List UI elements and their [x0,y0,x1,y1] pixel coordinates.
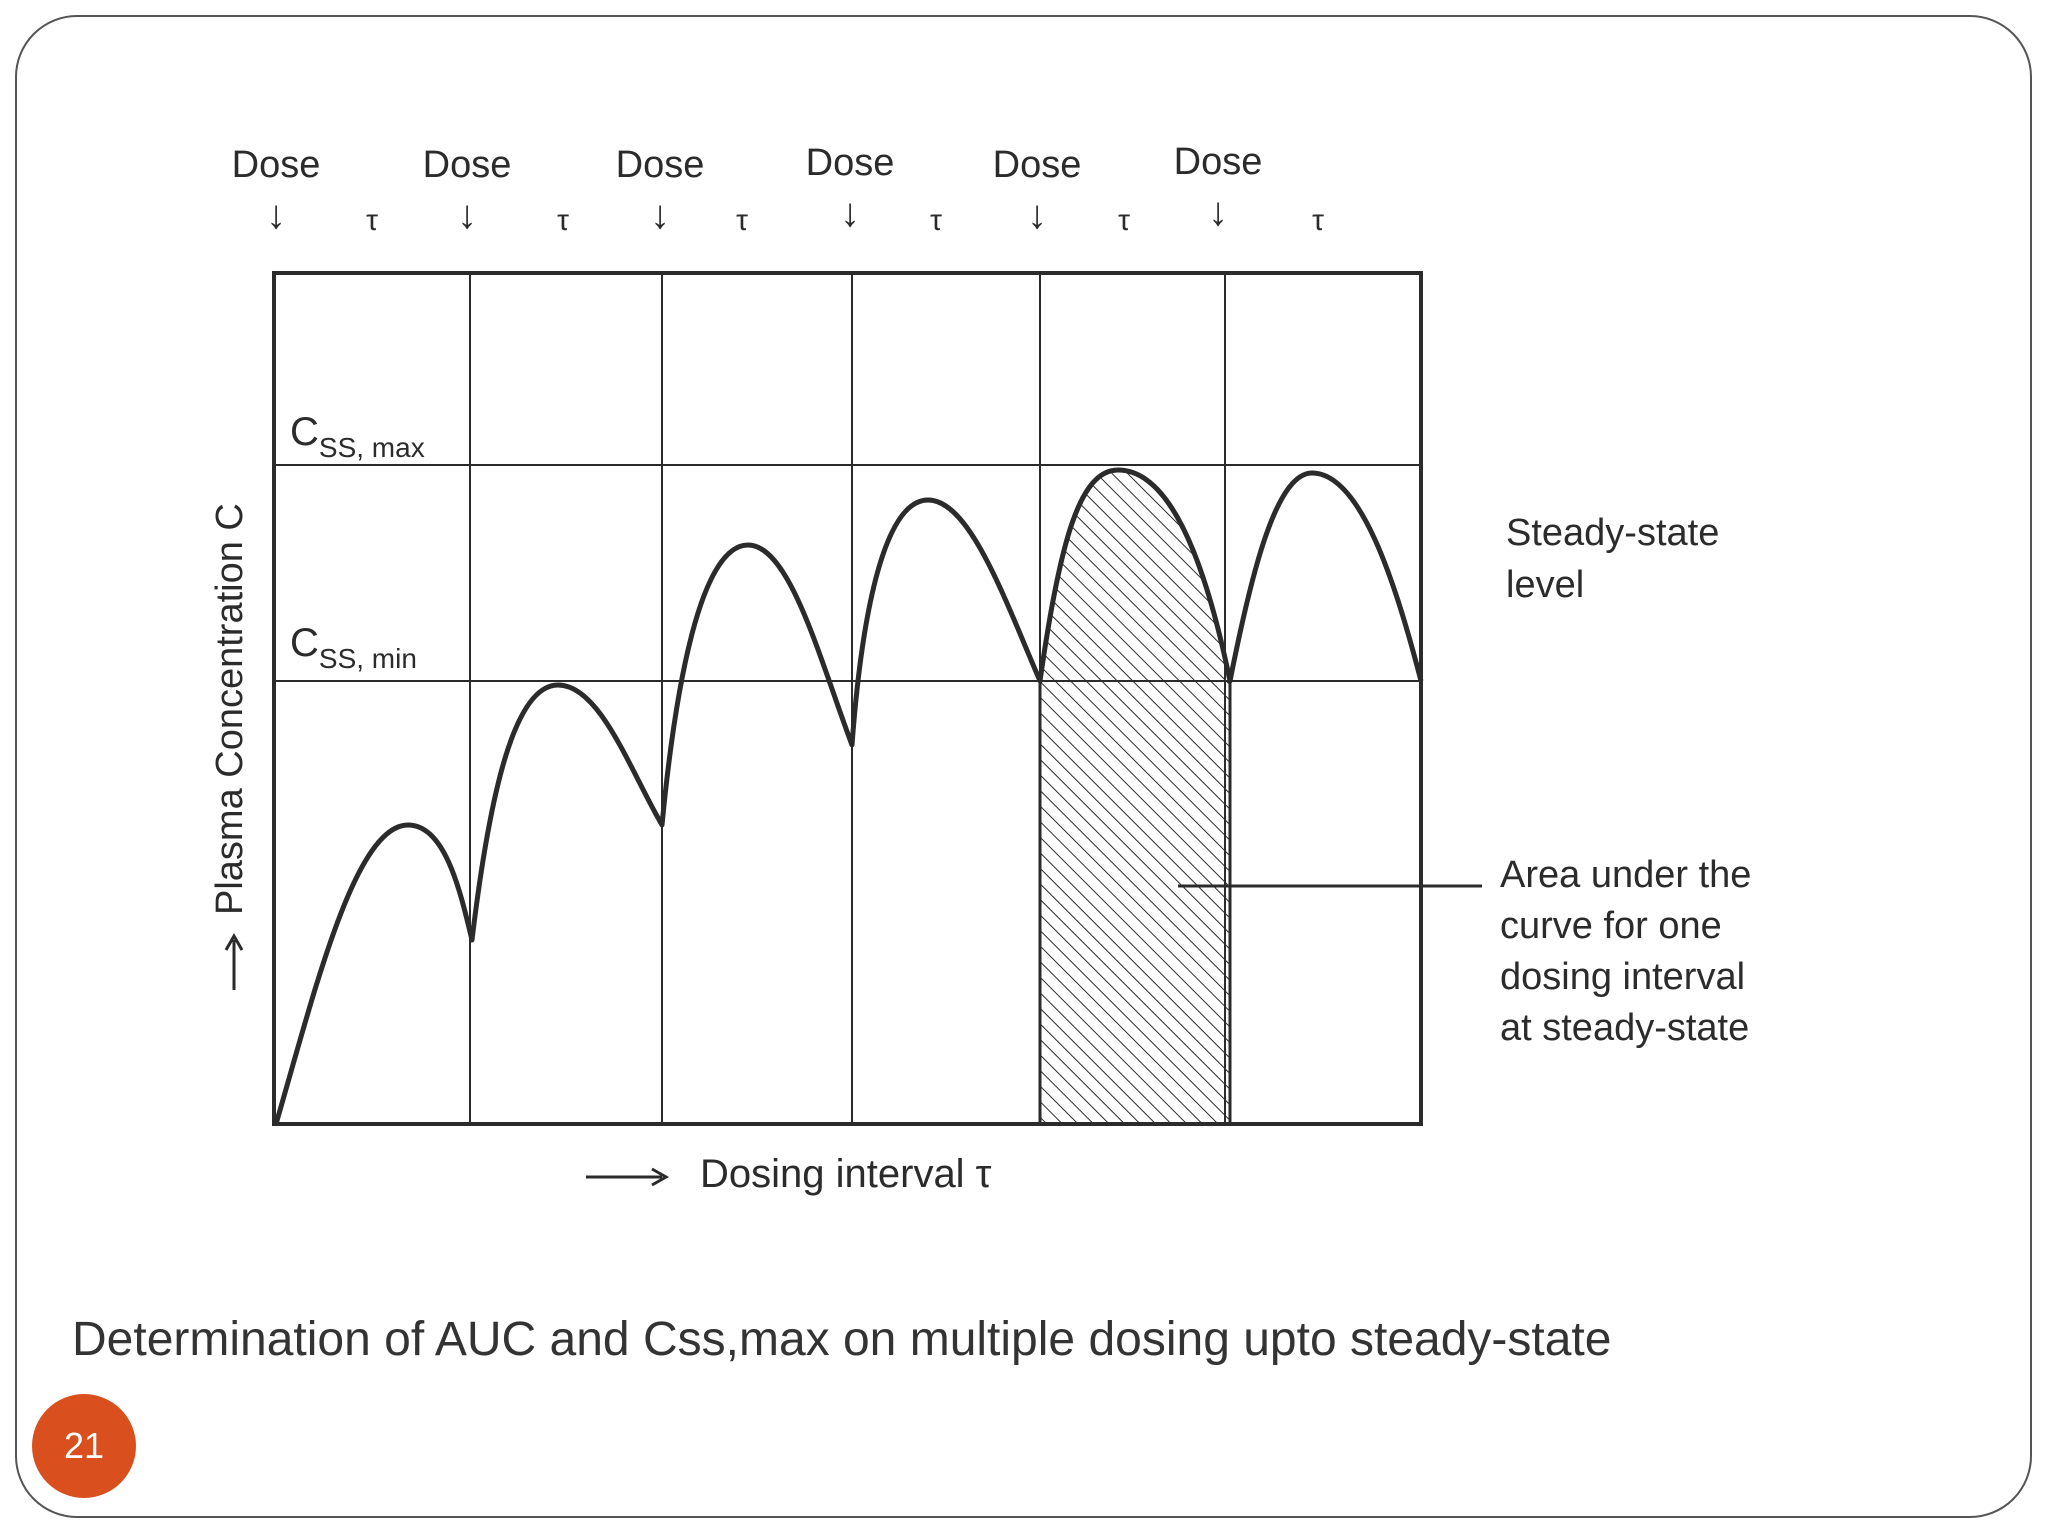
y-axis-label-group: Plasma Concentration C [209,503,251,990]
css-max-symbol: C [290,410,319,454]
svg-text:CSS, max: CSS, max [290,410,425,463]
down-arrow-icon: ↓ [1027,193,1047,237]
auc-line-4: at steady-state [1500,1007,1749,1049]
svg-text:Steady-state level: Steady-state level [1506,512,1730,606]
x-axis-label: Dosing interval τ [700,1152,992,1196]
slide-frame [15,15,2032,1518]
down-arrow-icon: ↓ [840,191,860,235]
slide-caption: Determination of AUC and Css,max on mult… [72,1313,1612,1366]
auc-line-2: curve for one [1500,905,1722,947]
dose-label: Dose [616,144,705,186]
dose-marker-3: Dose ↓ [616,144,705,237]
down-arrow-icon: ↓ [650,193,670,237]
auc-line-3: dosing interval [1500,956,1745,998]
page-number-badge: 21 [32,1394,136,1498]
y-axis-label: Plasma Concentration C [209,503,251,915]
auc-hatched-area [1040,470,1230,1124]
down-arrow-icon: ↓ [266,193,286,237]
dose-marker-2: Dose ↓ [423,144,512,237]
dose-marker-5: Dose ↓ [993,144,1082,237]
down-arrow-icon: ↓ [1208,190,1228,234]
tau-markers: τ τ τ τ τ τ [366,204,1324,237]
css-min-subscript: SS, min [319,643,417,674]
dose-label: Dose [806,142,895,184]
dose-label: Dose [232,144,321,186]
dose-marker-4: Dose ↓ [806,142,895,235]
dose-marker-1: Dose ↓ [232,144,321,237]
dose-markers: Dose ↓ Dose ↓ Dose ↓ Dose ↓ Dose ↓ Dose … [232,141,1263,237]
svg-text:CSS, min: CSS, min [290,621,417,674]
auc-line-1: Area under the [1500,854,1751,896]
css-min-symbol: C [290,621,319,665]
css-max-subscript: SS, max [319,432,425,463]
tau-label: τ [366,204,378,237]
x-axis-label-group: Dosing interval τ [586,1152,992,1196]
dose-label: Dose [993,144,1082,186]
dose-marker-6: Dose ↓ [1174,141,1263,234]
tau-label: τ [1312,204,1324,237]
dose-label: Dose [423,144,512,186]
css-max-label: CSS, max [290,410,425,463]
svg-text:Area under the curve for: Area under the curve for one dosing inte… [1500,854,1762,1049]
tau-label: τ [930,204,942,237]
tau-label: τ [557,204,569,237]
tau-label: τ [1118,204,1130,237]
steady-state-annotation: Steady-state level [1506,512,1730,606]
steady-state-line-2: level [1506,564,1584,606]
steady-state-line-1: Steady-state [1506,512,1719,554]
down-arrow-icon: ↓ [457,193,477,237]
plot-frame [272,271,1423,1126]
concentration-curve [273,467,1424,1125]
css-min-label: CSS, min [290,621,417,674]
auc-annotation: Area under the curve for one dosing inte… [1500,854,1762,1049]
dose-label: Dose [1174,141,1263,183]
tau-label: τ [736,204,748,237]
